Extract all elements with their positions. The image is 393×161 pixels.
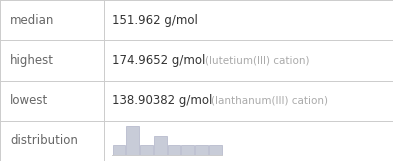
Bar <box>182 145 194 155</box>
Bar <box>113 145 125 155</box>
Bar <box>195 145 208 155</box>
Bar <box>168 145 180 155</box>
Text: (lanthanum(III) cation): (lanthanum(III) cation) <box>211 96 328 106</box>
Text: median: median <box>10 14 54 27</box>
Text: highest: highest <box>10 54 54 67</box>
Text: (lutetium(III) cation): (lutetium(III) cation) <box>205 55 309 65</box>
Bar <box>209 145 222 155</box>
Text: 138.90382 g/mol: 138.90382 g/mol <box>112 94 213 107</box>
Text: 151.962 g/mol: 151.962 g/mol <box>112 14 198 27</box>
Bar <box>140 145 153 155</box>
Text: 174.9652 g/mol: 174.9652 g/mol <box>112 54 206 67</box>
Text: distribution: distribution <box>10 134 78 147</box>
Bar <box>127 126 139 155</box>
Text: lowest: lowest <box>10 94 48 107</box>
Bar <box>154 136 167 155</box>
